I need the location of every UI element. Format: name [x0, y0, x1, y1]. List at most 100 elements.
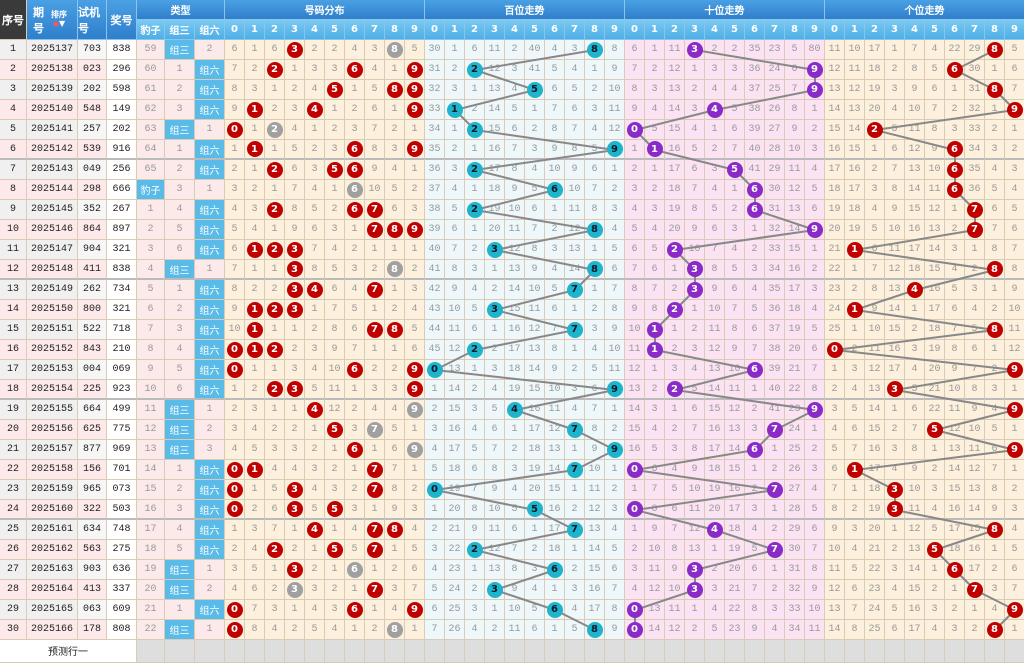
predict-cell[interactable] — [665, 640, 685, 663]
units-miss: 3 — [925, 600, 945, 620]
tens-miss: 1 — [805, 240, 825, 260]
predict-cell[interactable] — [805, 640, 825, 663]
predict-cell[interactable] — [745, 640, 765, 663]
predict-cell[interactable] — [885, 640, 905, 663]
predict-cell[interactable] — [985, 640, 1005, 663]
tens-miss: 34 — [785, 620, 805, 640]
tens-miss: 3 — [625, 180, 645, 200]
type-miss: 2 — [165, 80, 195, 100]
predict-cell[interactable] — [545, 640, 565, 663]
distribution-miss: 5 — [285, 140, 305, 160]
row-issue: 2025141 — [27, 120, 78, 140]
tens-miss: 8 — [685, 200, 705, 220]
tens-miss: 18 — [665, 180, 685, 200]
predict-cell[interactable] — [285, 640, 305, 663]
tens-miss: 7 — [625, 60, 645, 80]
predict-cell[interactable] — [365, 640, 385, 663]
predict-cell[interactable] — [195, 640, 225, 663]
tens-miss: 32 — [785, 580, 805, 600]
predict-cell[interactable] — [245, 640, 265, 663]
hundreds-miss: 1 — [565, 340, 585, 360]
predict-cell[interactable] — [565, 640, 585, 663]
units-hit: 3 — [885, 380, 905, 400]
hundreds-miss: 11 — [525, 300, 545, 320]
row-prize-no: 321 — [107, 300, 137, 320]
predict-cell[interactable] — [485, 640, 505, 663]
header-issue[interactable]: 期号排序 ◆▼ — [27, 0, 78, 40]
hundreds-miss: 4 — [585, 340, 605, 360]
predict-cell[interactable] — [825, 640, 845, 663]
predict-cell[interactable] — [425, 640, 445, 663]
type-miss: 2 — [195, 420, 225, 440]
units-miss: 20 — [865, 520, 885, 540]
units-miss: 17 — [885, 360, 905, 380]
hundreds-miss: 5 — [525, 180, 545, 200]
hundreds-miss: 4 — [485, 380, 505, 400]
units-miss: 6 — [925, 80, 945, 100]
type-tag-group6: 组六 — [195, 300, 225, 320]
distribution-miss: 2 — [345, 400, 365, 420]
predict-cell[interactable] — [445, 640, 465, 663]
predict-cell[interactable] — [325, 640, 345, 663]
predict-cell[interactable] — [345, 640, 365, 663]
units-hit: 4 — [905, 280, 925, 300]
hundreds-hit: 5 — [525, 80, 545, 100]
distribution-hit: 3 — [285, 580, 305, 600]
distribution-miss: 3 — [285, 440, 305, 460]
predict-cell[interactable] — [505, 640, 525, 663]
predict-cell[interactable] — [925, 640, 945, 663]
sort-button[interactable]: 排序 ◆▼ — [51, 10, 67, 28]
predict-cell[interactable] — [705, 640, 725, 663]
predict-cell[interactable] — [605, 640, 625, 663]
predict-cell[interactable] — [165, 640, 195, 663]
units-miss: 1 — [1005, 420, 1024, 440]
units-miss: 15 — [825, 120, 845, 140]
predict-cell[interactable] — [1005, 640, 1024, 663]
distribution-miss: 3 — [325, 220, 345, 240]
tens-miss: 1 — [805, 420, 825, 440]
distribution-miss: 2 — [305, 320, 325, 340]
hundreds-miss: 9 — [605, 620, 625, 640]
hundreds-miss: 1 — [465, 140, 485, 160]
predict-cell[interactable] — [905, 640, 925, 663]
predict-cell[interactable] — [765, 640, 785, 663]
predict-cell[interactable] — [685, 640, 705, 663]
type-miss: 2 — [195, 580, 225, 600]
hundreds-miss: 2 — [505, 440, 525, 460]
predict-cell[interactable] — [965, 640, 985, 663]
predict-cell[interactable] — [465, 640, 485, 663]
units-miss: 22 — [825, 260, 845, 280]
header-tens-digit-9: 9 — [805, 20, 825, 40]
tens-hit: 2 — [665, 240, 685, 260]
tens-miss: 11 — [665, 40, 685, 60]
predict-cell[interactable] — [945, 640, 965, 663]
tens-miss: 4 — [705, 80, 725, 100]
header-distribution-digit-4: 4 — [305, 20, 325, 40]
predict-cell[interactable] — [625, 640, 645, 663]
distribution-miss: 1 — [265, 320, 285, 340]
predict-cell[interactable] — [225, 640, 245, 663]
predict-cell[interactable] — [137, 640, 165, 663]
predict-cell[interactable] — [585, 640, 605, 663]
predict-cell[interactable] — [385, 640, 405, 663]
predict-cell[interactable] — [865, 640, 885, 663]
units-miss: 3 — [905, 340, 925, 360]
predict-cell[interactable] — [845, 640, 865, 663]
predict-cell[interactable] — [785, 640, 805, 663]
tens-hit: 6 — [745, 440, 765, 460]
tens-hit: 0 — [625, 500, 645, 520]
hundreds-miss: 11 — [505, 620, 525, 640]
units-miss: 17 — [865, 460, 885, 480]
header-hundreds-digit-9: 9 — [605, 20, 625, 40]
predict-cell[interactable] — [305, 640, 325, 663]
predict-cell[interactable] — [405, 640, 425, 663]
distribution-miss: 4 — [405, 520, 425, 540]
hundreds-miss: 6 — [565, 100, 585, 120]
predict-cell[interactable] — [525, 640, 545, 663]
tens-miss: 9 — [685, 220, 705, 240]
predict-cell[interactable] — [645, 640, 665, 663]
type-miss: 11 — [137, 400, 165, 420]
predict-cell[interactable] — [265, 640, 285, 663]
tens-miss: 6 — [805, 520, 825, 540]
predict-cell[interactable] — [725, 640, 745, 663]
